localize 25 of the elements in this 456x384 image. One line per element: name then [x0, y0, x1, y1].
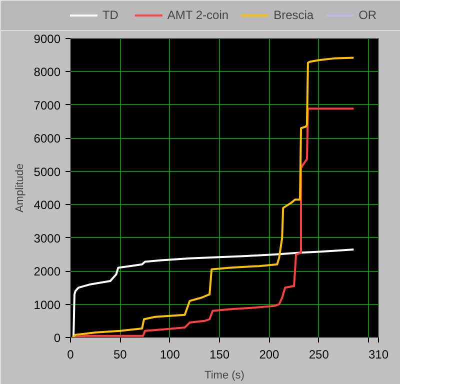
- x-tick-label: 50: [114, 348, 128, 362]
- line-series: [71, 56, 355, 338]
- legend-label: TD: [102, 8, 120, 22]
- y-tick-label: 7000: [34, 98, 61, 112]
- x-tick-label: 100: [160, 348, 180, 362]
- x-tick-label: 200: [259, 348, 280, 362]
- y-tick-label: 6000: [34, 132, 61, 146]
- x-tick-label: 310: [368, 348, 389, 362]
- y-tick-label: 5000: [34, 164, 61, 179]
- y-tick-label: 9000: [34, 32, 61, 46]
- x-tick-label: 150: [210, 348, 230, 362]
- line-series: [72, 248, 355, 338]
- legend-label: OR: [358, 8, 378, 22]
- y-axis-title: Amplitude: [14, 164, 26, 212]
- legend-label: AMT 2-coin: [167, 8, 229, 22]
- y-tick-label: 0: [54, 331, 61, 345]
- y-tick-label: 1000: [34, 298, 61, 312]
- y-tick-label: 4000: [34, 198, 61, 212]
- y-tick-label: 3000: [34, 231, 61, 246]
- x-axis-title: Time (s): [204, 370, 244, 382]
- x-tick-label: 0: [67, 348, 74, 362]
- y-tick-label: 8000: [34, 65, 61, 80]
- x-tick-label: 250: [308, 348, 330, 362]
- y-tick-label: 2000: [34, 264, 61, 279]
- legend-label: Brescia: [274, 8, 314, 22]
